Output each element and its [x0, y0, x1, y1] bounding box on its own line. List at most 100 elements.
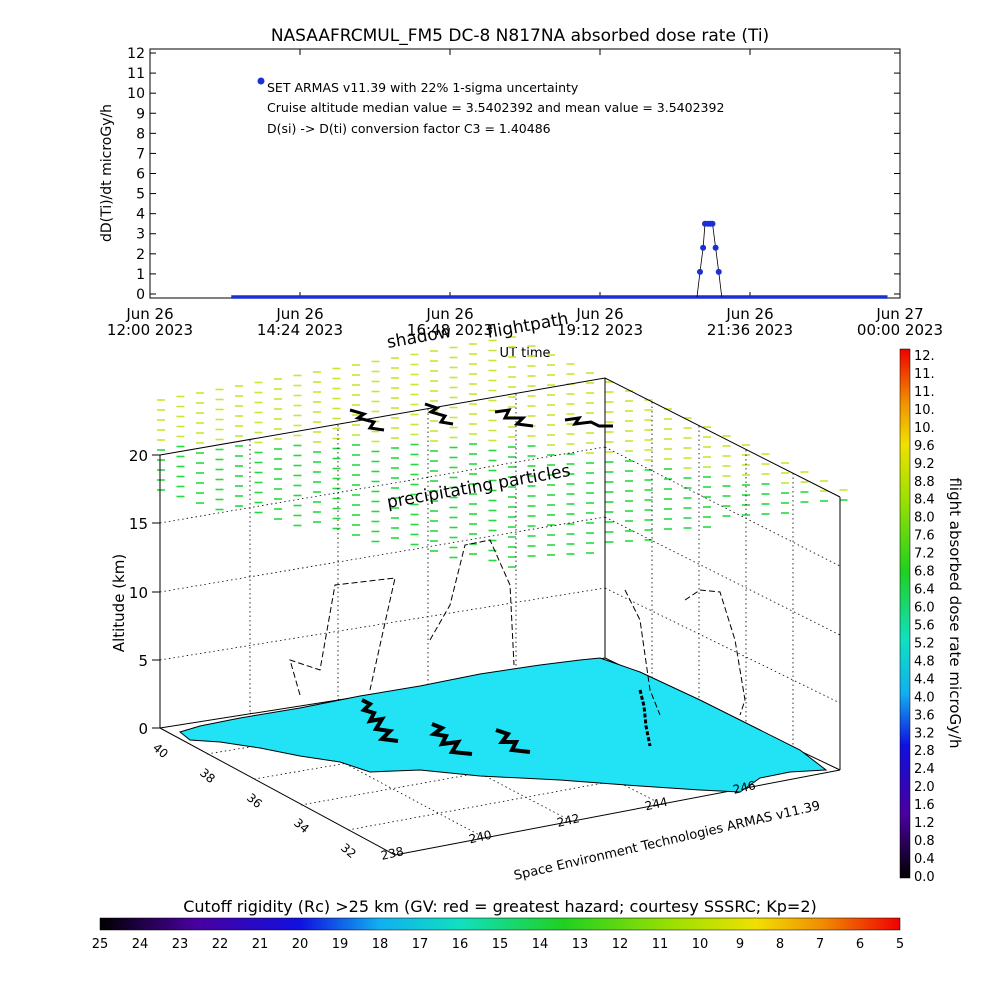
y-tick-label: 6: [136, 167, 145, 183]
rigidity-colorbar: [99, 917, 901, 931]
dose-colorbar: [899, 348, 911, 879]
y-tick-label: 1: [136, 267, 145, 283]
y-tick-label: 8: [136, 126, 145, 142]
x-tick-label-date: Jun 26: [125, 305, 173, 323]
rigidity-colorbar-tick: 7: [816, 937, 824, 952]
dose-colorbar-tick: 9.2: [914, 457, 935, 472]
rigidity-colorbar-tick: 13: [572, 937, 589, 952]
dose-colorbar-ticks: 12. 11. 11. 10. 10. 9.6 9.2 8.8 8.4 8.0 7.6 7.2 6.8 6…: [914, 349, 935, 885]
flightpath-line: [289, 539, 746, 716]
y-tick-label: 9: [136, 106, 145, 122]
rigidity-colorbar-tick: 10: [692, 937, 709, 952]
lat-tick-label: 34: [291, 816, 312, 837]
dose-colorbar-tick: 10.: [914, 421, 935, 436]
z-tick-label: 0: [138, 720, 148, 738]
dose-colorbar-tick: 4.4: [914, 672, 935, 687]
rigidity-colorbar-tick: 19: [332, 937, 349, 952]
dose-colorbar-tick: 3.2: [914, 726, 935, 741]
dose-colorbar-tick: 0.4: [914, 852, 935, 867]
x-tick-label-date: Jun 26: [275, 305, 323, 323]
rigidity-colorbar-label: Cutoff rigidity (Rc) >25 km (GV: red = g…: [183, 897, 817, 916]
rigidity-colorbar-ticks: 25 24 23 22 21 20 19 18 17 16 15 14 13 12 11 10 9 8 7 6 5: [92, 937, 904, 952]
lat-tick-label: 38: [197, 766, 218, 787]
y-tick-label: 0: [136, 287, 145, 303]
rigidity-colorbar-tick: 16: [452, 937, 469, 952]
z-tick-label: 15: [129, 515, 148, 533]
rigidity-colorbar-tick: 14: [532, 937, 549, 952]
dose-colorbar-tick: 6.4: [914, 583, 935, 598]
x-tick-label-time: 21:36 2023: [707, 321, 793, 339]
x-tick-label-time: 00:00 2023: [857, 321, 943, 339]
dose-colorbar-tick: 6.8: [914, 565, 935, 580]
rigidity-colorbar-tick: 5: [896, 937, 904, 952]
lat-tick-label: 36: [244, 791, 265, 812]
rigidity-colorbar-tick: 22: [212, 937, 229, 952]
rigidity-colorbar-tick: 8: [776, 937, 784, 952]
flightpath-high: [349, 402, 613, 432]
land-map: [178, 657, 828, 793]
dose-point: [697, 268, 703, 275]
dose-colorbar-tick: 1.6: [914, 798, 935, 813]
x-tick-label-time: 19:12 2023: [557, 321, 643, 339]
dose-point: [709, 220, 716, 227]
legend-label: SET ARMAS v11.39 with 22% 1-sigma uncert…: [267, 80, 579, 95]
dose-point: [712, 244, 719, 251]
precip-field: [157, 336, 848, 568]
rigidity-colorbar-tick: 25: [92, 937, 109, 952]
dose-colorbar-tick: 0.8: [914, 834, 935, 849]
dose-colorbar-tick: 5.2: [914, 636, 935, 651]
dose-colorbar-tick: 8.8: [914, 475, 935, 490]
rigidity-colorbar-tick: 20: [292, 937, 309, 952]
dose-colorbar-tick: 7.2: [914, 547, 935, 562]
dose-colorbar-tick: 8.0: [914, 511, 935, 526]
rigidity-colorbar-tick: 6: [856, 937, 864, 952]
lon-tick-label: 238: [380, 844, 405, 863]
dose-colorbar-tick: 2.8: [914, 744, 935, 759]
dose-colorbar-tick: 0.0: [914, 870, 935, 885]
legend-marker: [257, 77, 265, 85]
credit-label: Space Environment Technologies ARMAS v11…: [513, 799, 822, 884]
x-axis-label: UT time: [500, 346, 551, 361]
lat-tick-label: 32: [338, 841, 359, 862]
dose-colorbar-tick: 2.4: [914, 762, 935, 777]
x-tick-label-date: Jun 26: [725, 305, 773, 323]
rigidity-colorbar-tick: 9: [736, 937, 744, 952]
x-tick-label-date: Jun 27: [875, 305, 923, 323]
y-tick-label: 12: [127, 46, 145, 62]
z-tick-label: 10: [129, 584, 148, 602]
rigidity-colorbar-tick: 18: [372, 937, 389, 952]
rigidity-colorbar-tick: 24: [132, 937, 149, 952]
lon-tick-label: 242: [556, 811, 581, 830]
y-tick-label: 3: [136, 227, 145, 243]
rigidity-colorbar-tick: 12: [612, 937, 629, 952]
lat-tick-label: 40: [150, 741, 171, 762]
spike-line: [696, 223, 723, 298]
dose-point: [700, 244, 707, 251]
dose-colorbar-tick: 9.6: [914, 439, 935, 454]
y-axis-label: dD(Ti)/dt microGy/h: [99, 104, 115, 242]
y-tick-label: 5: [136, 187, 145, 203]
x-tick-label-date: Jun 26: [425, 305, 473, 323]
dose-colorbar-tick: 10.: [914, 403, 935, 418]
y-tick-label: 2: [136, 247, 145, 263]
dose-point: [715, 268, 722, 275]
dose-colorbar-tick: 4.8: [914, 654, 935, 669]
dose-colorbar-tick: 7.6: [914, 529, 935, 544]
dose-colorbar-tick: 11.: [914, 385, 935, 400]
z-ticks: 0 5 10 15 20: [129, 447, 160, 738]
chart-title: NASAAFRCMUL_FM5 DC-8 N817NA absorbed dos…: [271, 26, 769, 46]
z-tick-label: 20: [129, 447, 148, 465]
dose-series: [231, 220, 888, 299]
lon-ticks: 238 240 242 244 246: [380, 778, 757, 863]
dose-colorbar-tick: 1.2: [914, 816, 935, 831]
rigidity-colorbar-tick: 17: [412, 937, 429, 952]
dose-colorbar-tick: 4.0: [914, 690, 935, 705]
y-tick-label: 7: [136, 146, 145, 162]
x-tick-label-time: 12:00 2023: [107, 321, 193, 339]
y-tick-label: 4: [136, 207, 145, 223]
rigidity-colorbar-tick: 23: [172, 937, 189, 952]
dose-colorbar-tick: 2.0: [914, 780, 935, 795]
shadow-label: shadow: [385, 322, 453, 353]
annotation-conversion: D(si) -> D(ti) conversion factor C3 = 1.…: [267, 121, 551, 136]
